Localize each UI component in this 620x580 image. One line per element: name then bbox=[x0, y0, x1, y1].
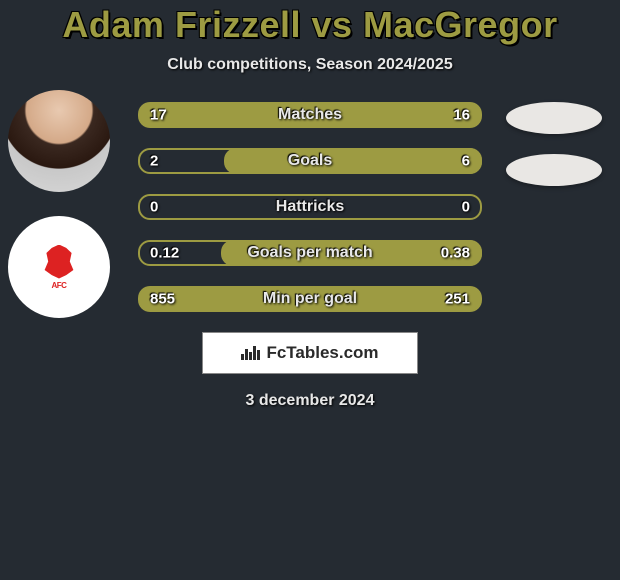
stat-value-right: 0 bbox=[462, 199, 470, 216]
player-photo bbox=[8, 90, 110, 192]
left-avatars: AFC bbox=[8, 90, 110, 342]
comparison-card: Adam Frizzell vs MacGregor Club competit… bbox=[0, 0, 620, 410]
stat-value-left: 2 bbox=[150, 153, 158, 170]
stat-value-right: 6 bbox=[462, 153, 470, 170]
club-badge-inner: AFC bbox=[14, 222, 104, 312]
stat-row: 0.12 Goals per match 0.38 bbox=[138, 240, 482, 266]
stat-bar-fill-right bbox=[224, 148, 482, 174]
stat-label: Min per goal bbox=[263, 290, 357, 308]
stat-value-left: 0.12 bbox=[150, 245, 179, 262]
stat-label: Hattricks bbox=[276, 198, 344, 216]
stat-value-right: 16 bbox=[453, 107, 470, 124]
brand-badge: FcTables.com bbox=[202, 332, 418, 374]
date-text: 3 december 2024 bbox=[0, 392, 620, 410]
club-badge: AFC bbox=[8, 216, 110, 318]
stat-row: 0 Hattricks 0 bbox=[138, 194, 482, 220]
stat-label: Goals per match bbox=[247, 244, 372, 262]
club-label: AFC bbox=[52, 281, 67, 290]
stat-value-left: 0 bbox=[150, 199, 158, 216]
stat-value-left: 855 bbox=[150, 291, 175, 308]
content-area: AFC 17 Matches 16 2 Goals 6 0 Hattricks 0 0.12 Goa… bbox=[0, 102, 620, 312]
stat-value-right: 251 bbox=[445, 291, 470, 308]
stat-row: 855 Min per goal 251 bbox=[138, 286, 482, 312]
opponent-club-placeholder bbox=[506, 154, 602, 186]
stat-label: Matches bbox=[278, 106, 342, 124]
opponent-avatars bbox=[506, 102, 602, 206]
stat-row: 2 Goals 6 bbox=[138, 148, 482, 174]
opponent-photo-placeholder bbox=[506, 102, 602, 134]
rooster-icon bbox=[41, 245, 77, 279]
page-title: Adam Frizzell vs MacGregor bbox=[0, 4, 620, 46]
stat-label: Goals bbox=[288, 152, 332, 170]
stat-value-right: 0.38 bbox=[441, 245, 470, 262]
stat-value-left: 17 bbox=[150, 107, 167, 124]
barchart-icon bbox=[241, 346, 260, 360]
subtitle: Club competitions, Season 2024/2025 bbox=[0, 56, 620, 74]
brand-text: FcTables.com bbox=[266, 343, 378, 363]
stat-row: 17 Matches 16 bbox=[138, 102, 482, 128]
